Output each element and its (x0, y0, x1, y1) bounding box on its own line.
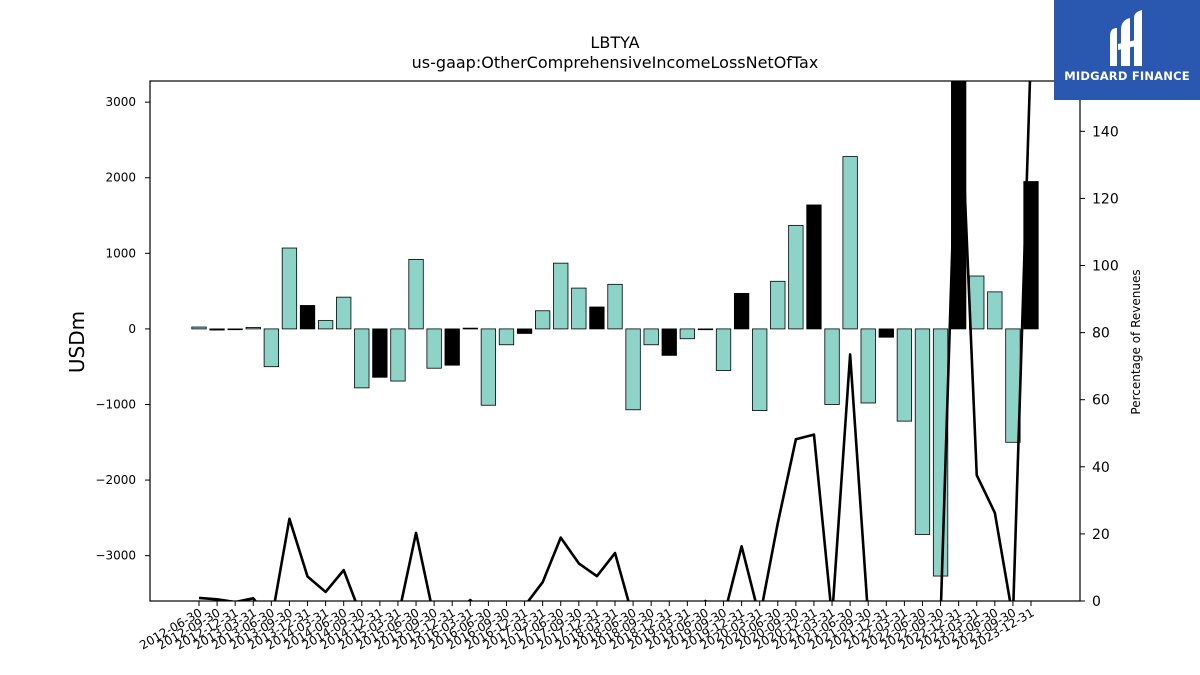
y2-tick-label: 40 (1092, 460, 1110, 476)
bar-2014-06-30 (336, 296, 352, 330)
bar-2014-03-31 (317, 320, 334, 330)
bar-2016-12-31 (516, 328, 533, 334)
bar-2019-12-31 (733, 292, 750, 330)
bar-2022-06-30 (914, 328, 931, 535)
bar-2020-03-31 (752, 328, 768, 411)
bar-2021-06-30 (842, 156, 858, 330)
bar-2015-12-31 (444, 328, 460, 366)
plot-frame (149, 80, 1081, 602)
y-tick-label: 0 (128, 322, 136, 336)
bar-2018-09-30 (643, 328, 659, 346)
y-axis-label: USDm (65, 311, 89, 373)
bar-2017-06-30 (553, 262, 569, 330)
x-axis-ticks: 2012-06-302012-09-302012-12-312013-03-31… (137, 601, 1037, 652)
bar-2016-09-30 (498, 328, 515, 346)
bar-2017-12-31 (589, 306, 605, 330)
chart-subtitle: us-gaap:OtherComprehensiveIncomeLossNetO… (412, 53, 819, 72)
bar-2018-06-30 (625, 328, 641, 411)
brand-name: MIDGARD FINANCE (1064, 69, 1190, 83)
bar-2019-06-30 (697, 328, 714, 331)
bar-2015-03-31 (390, 328, 406, 382)
y2-tick-label: 20 (1092, 527, 1110, 543)
bar-2014-09-30 (354, 328, 370, 389)
revenue-pct-line (198, 81, 1032, 601)
y2-tick-label: 60 (1092, 393, 1110, 409)
bars-group (191, 81, 1039, 577)
bar-2012-12-31 (227, 328, 243, 331)
bar-2013-09-30 (281, 247, 298, 330)
y2-axis-ticks: 0 20 40 60 80 100 120 140 (1080, 124, 1119, 610)
bar-2013-06-30 (263, 328, 279, 368)
bar-2015-06-30 (408, 258, 424, 330)
bar-2020-06-30 (770, 280, 786, 330)
line-group (198, 81, 1032, 601)
y2-tick-label: 140 (1092, 124, 1119, 140)
bar-2018-12-31 (661, 328, 677, 356)
y-axis-ticks: −3000 −2000 −1000 0 1000 2000 3000 (95, 95, 150, 563)
bar-2017-09-30 (571, 287, 587, 330)
y-tick-label: −1000 (95, 397, 136, 411)
y2-tick-label: 120 (1092, 191, 1119, 207)
bar-2020-12-31 (806, 204, 822, 330)
bar-2019-09-30 (715, 328, 732, 371)
bar-2018-03-31 (607, 283, 623, 330)
chart-title: LBTYA (590, 33, 639, 52)
midgard-logo-icon (1110, 10, 1142, 66)
bar-2019-03-31 (679, 328, 695, 340)
bar-2014-12-31 (372, 328, 388, 378)
bar-2016-06-30 (480, 328, 497, 406)
bar-2021-12-31 (878, 328, 894, 338)
bar-2012-09-30 (209, 328, 225, 331)
bar-2012-06-30 (191, 326, 207, 330)
bar-2017-03-31 (535, 310, 551, 330)
y2-tick-label: 0 (1092, 594, 1101, 610)
y2-tick-label: 80 (1092, 326, 1110, 342)
y-tick-label: 1000 (105, 246, 136, 260)
bar-2023-03-31 (969, 275, 985, 330)
y-tick-label: 3000 (105, 95, 136, 109)
y-tick-label: −2000 (95, 473, 136, 487)
bar-2020-09-30 (788, 224, 804, 330)
y2-tick-label: 100 (1092, 259, 1119, 275)
bar-2015-09-30 (426, 328, 442, 369)
bar-2013-12-31 (299, 305, 316, 330)
bar-2021-03-31 (824, 328, 840, 405)
bar-2013-03-31 (245, 326, 261, 330)
bar-2021-09-30 (860, 328, 876, 404)
y2-axis-label: Percentage of Revenues (1129, 269, 1143, 414)
bar-2023-06-30 (987, 291, 1003, 330)
bar-2022-03-31 (896, 328, 913, 422)
y-tick-label: −3000 (95, 549, 136, 563)
bar-2016-03-31 (462, 327, 478, 330)
y-tick-label: 2000 (105, 171, 136, 185)
midgard-finance-logo: MIDGARD FINANCE (1054, 0, 1200, 100)
